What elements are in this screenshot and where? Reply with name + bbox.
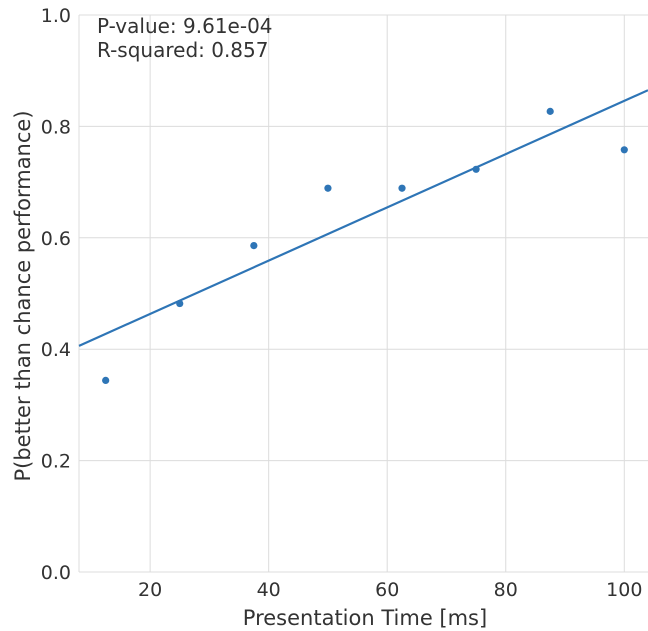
x-tick-label: 60 (375, 579, 399, 601)
x-tick-label: 80 (494, 579, 518, 601)
fit-line-layer (78, 89, 648, 347)
y-axis-title: P(better than chance performance) (11, 110, 35, 481)
y-tick-label: 0.4 (41, 339, 71, 361)
y-tick-label: 0.0 (41, 562, 71, 584)
x-tick-label: 40 (257, 579, 281, 601)
data-point (102, 376, 110, 384)
points-layer (102, 107, 628, 384)
tick-labels: 0.0 0.2 0.4 0.6 0.8 1.0 20 40 60 80 100 (41, 5, 643, 601)
data-point (398, 184, 406, 192)
y-tick-label: 0.2 (41, 451, 71, 473)
data-point (472, 165, 480, 173)
x-tick-label: 20 (138, 579, 162, 601)
x-tick-label: 100 (606, 579, 642, 601)
p-value-annotation: P-value: 9.61e-04 (97, 14, 273, 38)
data-point (324, 184, 332, 192)
regression-line (78, 89, 648, 347)
y-tick-label: 0.8 (41, 116, 71, 138)
data-point (620, 146, 628, 154)
data-point (546, 107, 554, 115)
x-axis-title: Presentation Time [ms] (243, 606, 487, 630)
data-point (176, 299, 184, 308)
grid (79, 14, 648, 573)
y-tick-label: 0.6 (41, 228, 71, 250)
y-tick-label: 1.0 (41, 5, 71, 27)
data-point (250, 241, 258, 250)
r-squared-annotation: R-squared: 0.857 (97, 38, 268, 62)
